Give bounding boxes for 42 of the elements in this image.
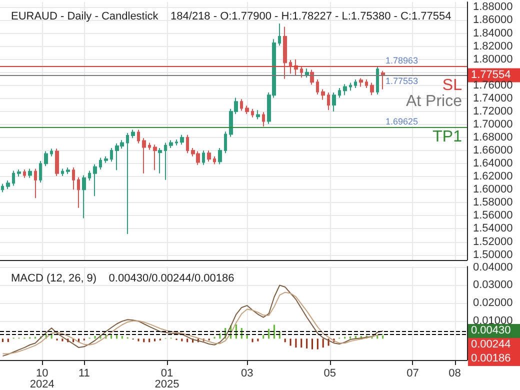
text: MACD (12, 26, 9) 0.00430/0.00244/0.00186 [11,272,234,284]
x-tick-label: 11 [78,368,90,380]
y-tick-label: 0.02000 [473,297,513,310]
y-tick-label: 0.04000 [473,261,513,274]
text: 0.00244 [471,338,511,350]
annotation: 1.69625 [385,116,418,126]
ref-line-label: TP1 [432,128,462,146]
text: 1.77554 [471,68,511,81]
y-tick-label: 1.86000 [473,14,513,26]
y-tick-label: 0.01000 [473,314,513,327]
y-tick-label: 1.70000 [473,118,513,130]
y-tick-label: 1.82000 [473,40,513,52]
y-tick-label: 1.52000 [473,236,513,248]
y-tick-label: 1.54000 [473,222,513,235]
ref-line-label: SL [442,76,462,94]
y-tick-label: 1.68000 [473,132,513,144]
y-tick-label: 1.56000 [473,210,513,222]
annotation: 1.78963 [385,56,418,66]
annotation: 1.77553 [385,76,418,86]
y-tick-label: 1.74000 [473,92,513,104]
y-tick-label: 1.72000 [473,105,513,118]
y-tick-label: 1.64000 [473,158,513,170]
y-tick-label: 1.58000 [473,196,513,209]
y-tick-label: 1.88000 [473,1,513,14]
ref-line-label: At Price [406,92,462,110]
y-tick-label: 1.62000 [473,170,513,183]
x-tick-label: 08 [448,368,461,380]
x-tick-label: 10 2024 [30,368,54,390]
text: EURAUD - Daily - Candlestick 184/218 - O:1.77900 - H:1.78227 - L:1.75380 - C:1.77554 [11,10,452,22]
y-tick-label: 0.03000 [473,279,513,292]
text: 0.00186 [471,352,511,364]
y-tick-label: 1.76000 [473,79,513,92]
x-tick-label: 07 [406,368,419,380]
x-tick-label: 03 [240,368,254,380]
y-tick-label: 1.80000 [473,53,513,66]
x-tick-label: 05 [324,368,336,380]
y-tick-label: 1.60000 [473,184,513,196]
x-tick-label: 01 2025 [154,368,180,390]
text: 0.00430 [471,324,511,336]
y-tick-label: 1.66000 [473,144,513,157]
y-tick-label: 1.50000 [473,248,513,261]
y-tick-label: 1.84000 [473,27,513,40]
